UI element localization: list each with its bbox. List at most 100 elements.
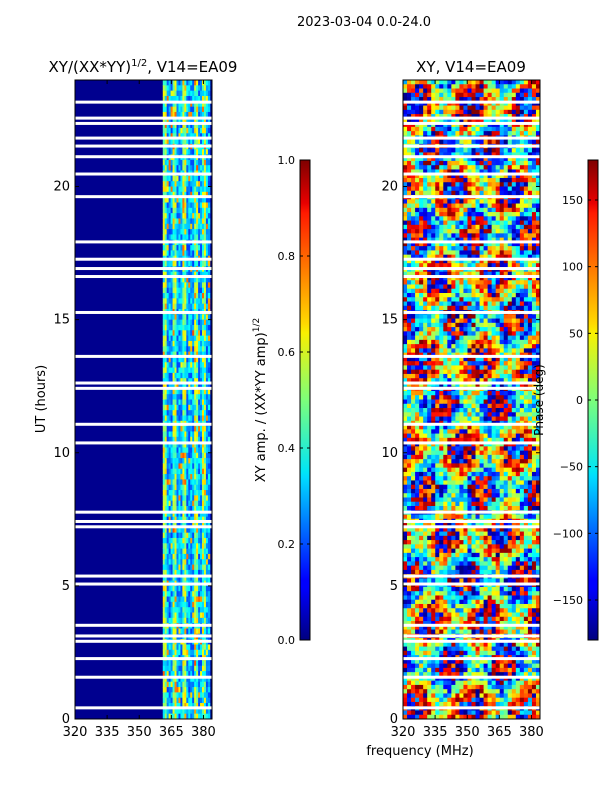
phase-cell (443, 220, 448, 226)
amplitude-cell (168, 250, 172, 257)
phase-cell (491, 199, 497, 204)
amplitude-cell (182, 175, 185, 182)
amplitude-cell (186, 372, 189, 379)
amplitude-cell (182, 516, 185, 523)
amplitude-cell (190, 415, 193, 422)
phase-cell (455, 109, 460, 115)
amplitude-cell (172, 340, 175, 347)
amplitude-cell (164, 340, 168, 347)
amplitude-cell (166, 351, 170, 358)
amplitude-cell (198, 372, 201, 379)
amplitude-cell (166, 106, 170, 113)
amplitude-cell (168, 490, 172, 496)
phase-cell (475, 263, 480, 268)
amplitude-cell (184, 351, 187, 358)
amplitude-cell (202, 95, 205, 102)
phase-cell (519, 152, 525, 158)
amplitude-cell (194, 660, 197, 667)
amplitude-cell (172, 463, 175, 470)
phase-cell (507, 224, 513, 230)
phase-cell (531, 118, 537, 123)
phase-cell (535, 280, 541, 285)
flagged-row (75, 195, 212, 199)
amplitude-cell (172, 383, 175, 390)
amplitude-colorbar-ticks: 0.00.20.40.60.81.0 (278, 154, 310, 647)
phase-cell (411, 169, 416, 175)
amplitude-cell (196, 644, 199, 651)
amplitude-cell (194, 149, 197, 155)
amplitude-cell (184, 399, 187, 406)
amplitude-cell (170, 293, 173, 299)
amplitude-cell (194, 591, 197, 597)
amplitude-cell (203, 282, 207, 289)
phase-cell (447, 207, 452, 213)
amplitude-cell (172, 532, 175, 539)
phase-cell (471, 182, 476, 187)
phase-cell (403, 284, 408, 290)
phase-cell (479, 84, 484, 89)
amplitude-cell (207, 649, 211, 656)
amplitude-cell (180, 223, 183, 230)
amplitude-cell (202, 436, 205, 443)
amplitude-cell (180, 415, 183, 422)
phase-cell (499, 305, 505, 311)
amplitude-cell (203, 319, 207, 326)
phase-cell (403, 80, 408, 85)
amplitude-cell (200, 362, 203, 368)
amplitude-cell (186, 649, 189, 656)
phase-cell (535, 297, 541, 302)
amplitude-cell (180, 591, 183, 597)
flagged-row (75, 525, 212, 529)
phase-cell (411, 131, 416, 136)
phase-cell (423, 301, 428, 307)
phase-cell (515, 293, 521, 298)
amplitude-cell (164, 383, 168, 390)
amplitude-cell (184, 484, 187, 491)
amplitude-cell (192, 564, 195, 571)
amplitude-cell (200, 601, 203, 608)
phase-cell (479, 118, 484, 123)
phase-cell (403, 280, 408, 285)
amplitude-cell (168, 676, 172, 683)
amplitude-cell (198, 671, 201, 677)
amplitude-cell (200, 612, 203, 619)
amplitude-cell (188, 133, 191, 139)
phase-cell (403, 331, 408, 336)
phase-cell (431, 165, 436, 170)
amplitude-cell (182, 149, 185, 155)
amplitude-cell (162, 282, 166, 289)
phase-cell (443, 177, 448, 183)
phase-cell (487, 318, 493, 324)
phase-cell (531, 254, 537, 260)
amplitude-cell (166, 324, 170, 331)
amplitude-cell (190, 447, 193, 454)
amplitude-cell (196, 676, 199, 683)
phase-cell (455, 284, 460, 290)
phase-cell (507, 250, 513, 256)
phase-cell (527, 293, 533, 298)
phase-cell (499, 101, 505, 106)
amplitude-cell (198, 95, 201, 102)
amplitude-cell (198, 543, 201, 550)
amplitude-cell (207, 404, 211, 411)
phase-cell (535, 216, 541, 221)
phase-cell (435, 173, 440, 179)
amplitude-cell (202, 335, 205, 342)
phase-cell (483, 169, 489, 175)
phase-cell (531, 139, 537, 145)
amplitude-cell (203, 335, 207, 342)
phase-cell (415, 131, 420, 136)
amplitude-cell (196, 516, 199, 523)
phase-cell (423, 160, 428, 166)
amplitude-cell (186, 703, 189, 709)
amplitude-cell (184, 575, 187, 581)
phase-cell (535, 160, 541, 166)
amplitude-cell (192, 314, 195, 321)
phase-cell (447, 305, 452, 311)
amplitude-cell (178, 607, 181, 613)
amplitude-cell (207, 399, 211, 406)
amplitude-cell (162, 197, 166, 203)
amplitude-cell (164, 191, 168, 198)
amplitude-cell (194, 95, 197, 102)
